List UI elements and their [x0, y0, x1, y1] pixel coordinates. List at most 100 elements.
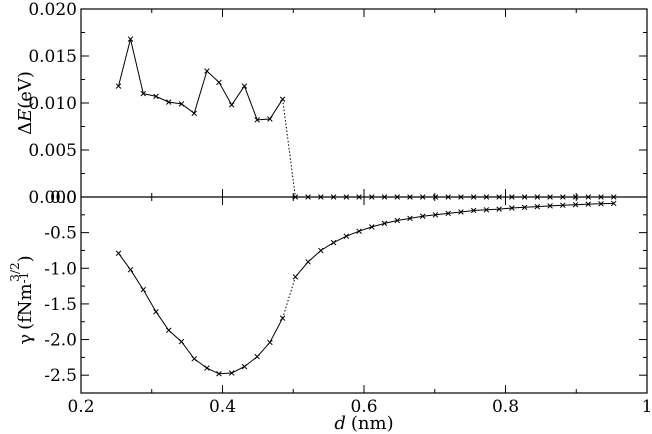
top-y-tick-label: 0.015 — [28, 47, 77, 67]
bottom-data-point — [216, 371, 222, 377]
top-y-tick-label: 0.000 — [28, 188, 77, 208]
bottom-data-point — [204, 365, 210, 371]
bottom-y-tick-label: -0.5 — [44, 224, 77, 244]
bottom-data-point — [432, 212, 439, 218]
bottom-y-tick-label: -1.0 — [44, 259, 77, 279]
top-y-axis-label: ΔE(eV) — [15, 71, 36, 135]
bottom-data-point — [153, 308, 159, 315]
bottom-y-axis-label: γ(fNm-13/2) — [8, 255, 36, 344]
top-data-point — [241, 83, 248, 89]
x-tick-label: 0.8 — [492, 397, 519, 417]
top-data-point — [572, 194, 579, 200]
bottom-data-point — [343, 233, 350, 239]
bottom-data-point — [369, 224, 375, 230]
bottom-series-line — [295, 202, 614, 278]
top-data-point — [547, 194, 553, 200]
top-data-point — [343, 194, 350, 200]
top-data-point — [483, 194, 490, 200]
top-data-point — [292, 194, 299, 200]
top-y-tick-label: 0.005 — [28, 141, 77, 161]
top-data-point — [115, 83, 122, 89]
bottom-data-point — [521, 204, 528, 211]
top-data-point — [165, 99, 172, 105]
top-data-point — [445, 194, 451, 200]
top-data-point — [127, 36, 134, 42]
bottom-data-point — [445, 210, 451, 217]
bottom-data-point — [178, 338, 185, 345]
x-tick-label: 0.4 — [209, 397, 236, 417]
top-data-point — [216, 79, 222, 86]
top-data-point — [254, 117, 260, 123]
top-data-point — [330, 194, 337, 200]
top-series-line — [118, 38, 284, 121]
top-data-point — [598, 194, 604, 200]
top-data-point — [432, 194, 439, 200]
top-data-point — [356, 194, 362, 200]
top-data-point — [419, 194, 426, 200]
x-axis-label: d (nm) — [334, 413, 393, 434]
bottom-data-point — [509, 205, 515, 211]
bottom-data-point — [598, 201, 604, 207]
top-data-point — [204, 68, 210, 74]
bottom-data-point — [470, 207, 477, 214]
x-tick-label: 0.6 — [350, 397, 377, 417]
bottom-data-point — [572, 201, 579, 208]
bottom-data-point — [381, 220, 388, 227]
bottom-data-point — [165, 327, 172, 334]
bottom-y-tick-label: 0.0 — [50, 188, 77, 208]
bottom-data-point — [267, 339, 273, 346]
top-data-point — [560, 194, 566, 200]
bottom-data-point — [318, 247, 324, 254]
top-data-point — [381, 194, 388, 200]
bottom-axis-ticks: 0.0 -0.5 -1.0 -1.5 -2.0 -2.5 0.2 0.4 0.6 0.8 1 — [44, 9, 652, 417]
top-data-point — [318, 194, 324, 200]
top-data-point — [305, 194, 311, 200]
top-data-point — [369, 194, 375, 200]
top-data-point — [394, 194, 401, 200]
top-data-point — [140, 90, 147, 97]
top-data-point — [178, 101, 185, 107]
bottom-data-point — [191, 356, 197, 362]
top-data-point — [470, 194, 477, 200]
top-data-point — [191, 110, 197, 117]
top-data-point — [521, 194, 528, 200]
top-data-point — [496, 194, 502, 200]
bottom-data-point — [305, 259, 311, 265]
bottom-y-tick-label: -1.5 — [44, 295, 77, 315]
bottom-y-tick-label: -2.0 — [44, 331, 77, 351]
x-tick-label: 1 — [642, 397, 652, 417]
bottom-data-point — [292, 274, 299, 280]
bottom-series-line — [282, 276, 296, 319]
top-data-point — [585, 194, 592, 200]
bottom-data-point — [585, 201, 592, 207]
top-data-point — [509, 194, 515, 200]
bottom-y-tick-label: -2.5 — [44, 366, 77, 386]
bottom-data-point — [241, 363, 248, 370]
top-data-point — [153, 93, 159, 100]
bottom-data-point — [140, 286, 147, 293]
top-data-point — [228, 102, 235, 108]
bottom-data-point — [560, 202, 566, 208]
bottom-data-point — [547, 203, 553, 209]
top-data-point — [407, 194, 413, 200]
bottom-data-point — [254, 353, 260, 360]
bottom-data-point — [483, 207, 490, 213]
bottom-data-point — [407, 215, 413, 222]
top-data-point — [267, 116, 273, 122]
top-y-tick-label: 0.020 — [28, 0, 77, 20]
top-data-point — [534, 194, 541, 200]
bottom-data-point — [419, 213, 426, 219]
top-series-line — [282, 99, 296, 198]
bottom-data-point — [356, 228, 362, 234]
bottom-data-point — [458, 209, 464, 215]
bottom-data-point — [496, 206, 502, 212]
x-tick-label: 0.2 — [67, 397, 94, 417]
top-axis-ticks: 0.000 0.005 0.010 0.015 0.020 — [28, 0, 647, 208]
bottom-data-point — [115, 250, 122, 257]
bottom-data-point — [127, 266, 134, 273]
top-data-point — [610, 194, 617, 200]
top-data-point — [458, 194, 464, 200]
bottom-data-point — [610, 200, 617, 207]
bottom-data-point — [228, 370, 235, 376]
